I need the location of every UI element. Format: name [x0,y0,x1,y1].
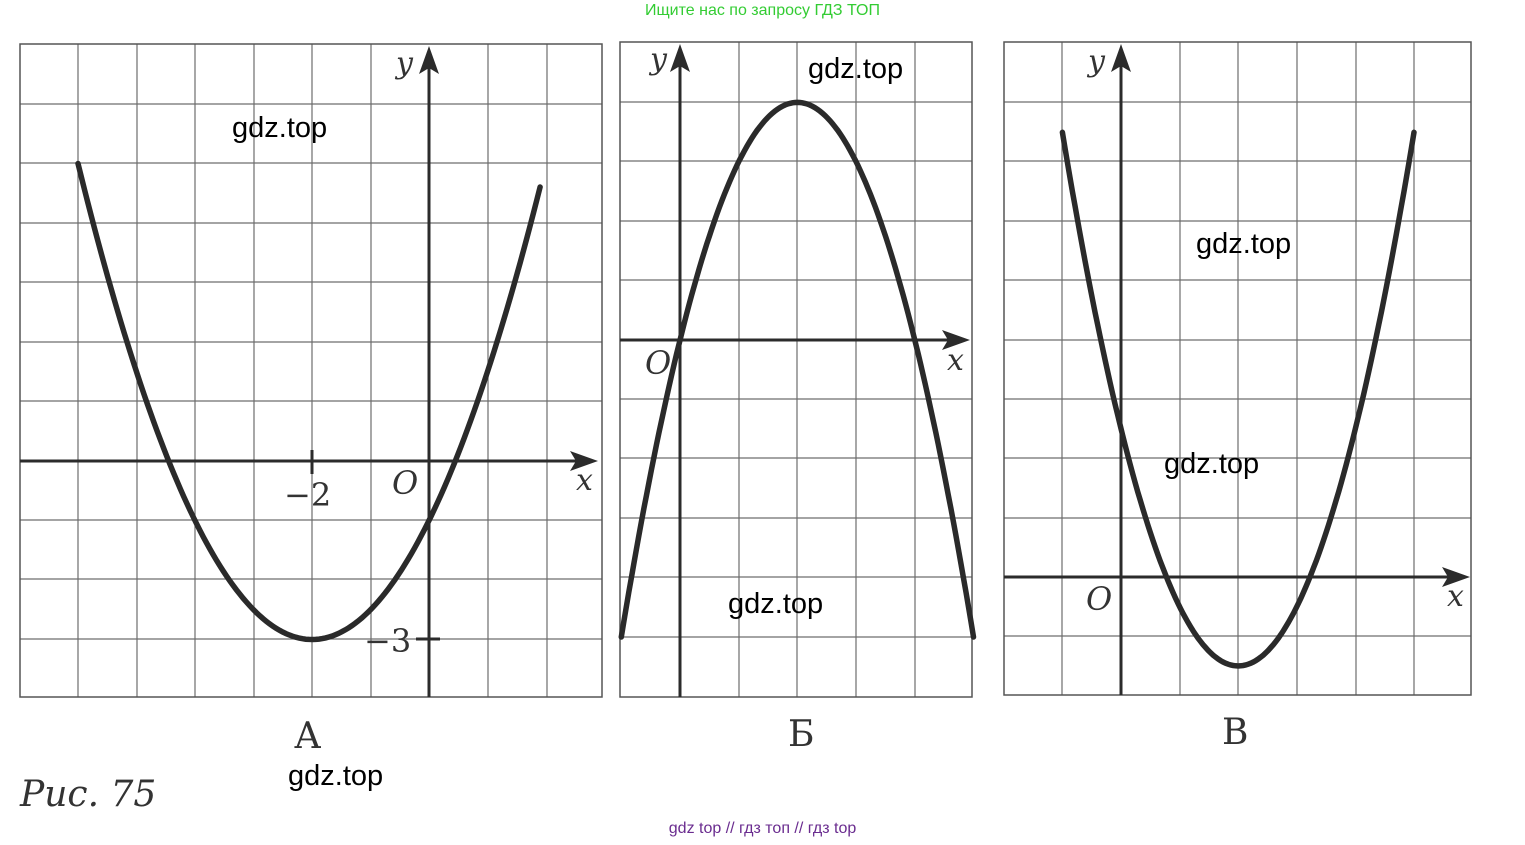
graph-b-origin-label: O [645,344,671,382]
graph-b-frame [619,41,973,698]
graph-b-x-arrow-icon [942,330,970,350]
graph-c-x-label: x [1447,579,1464,614]
graph-c: y x O В [1003,41,1472,753]
graph-c-x-arrow-icon [1442,567,1470,587]
graph-c-label: В [1222,712,1248,753]
watermark-4: gdz.top [1164,448,1259,480]
watermark-1: gdz.top [232,112,327,144]
graph-c-y-label: y [1086,44,1106,79]
graph-a-label: А [294,716,321,757]
watermark-5: gdz.top [728,588,823,620]
graph-b: y x O Б [618,41,977,755]
graph-c-grid [1004,42,1471,695]
graph-b-label: Б [788,714,814,755]
graph-a: y x O −2 −3 А [19,43,603,757]
graph-a-x-label: x [576,463,593,498]
graph-c-y-arrow-icon [1111,44,1131,72]
graph-b-y-arrow-icon [670,44,690,72]
graph-b-parabola [618,99,977,640]
graph-a-frame [19,43,603,698]
graph-b-x-label: x [947,343,964,378]
graph-a-x-tick-label: −2 [284,476,331,514]
footer-links[interactable]: gdz top // гдз топ // гдз top [668,820,857,837]
graph-b-grid [620,42,972,697]
graph-c-origin-label: O [1086,580,1112,618]
graph-a-grid [20,44,602,697]
graph-a-parabola [75,160,543,643]
watermark-3: gdz.top [1196,228,1291,260]
graph-b-y-label: y [648,42,668,77]
graph-a-origin-label: O [392,464,418,502]
graph-c-frame [1003,41,1472,696]
figure-caption: Рис. 75 [19,774,156,815]
graph-c-parabola [1059,129,1417,669]
graph-a-y-arrow-icon [419,46,439,74]
graph-a-y-tick-label: −3 [364,622,411,660]
graph-a-x-arrow-icon [570,451,598,471]
watermark-6: gdz.top [288,760,383,792]
graph-a-y-label: y [394,46,414,81]
watermark-2: gdz.top [808,53,903,85]
search-banner[interactable]: Ищите нас по запросу ГДЗ ТОП [645,2,880,19]
